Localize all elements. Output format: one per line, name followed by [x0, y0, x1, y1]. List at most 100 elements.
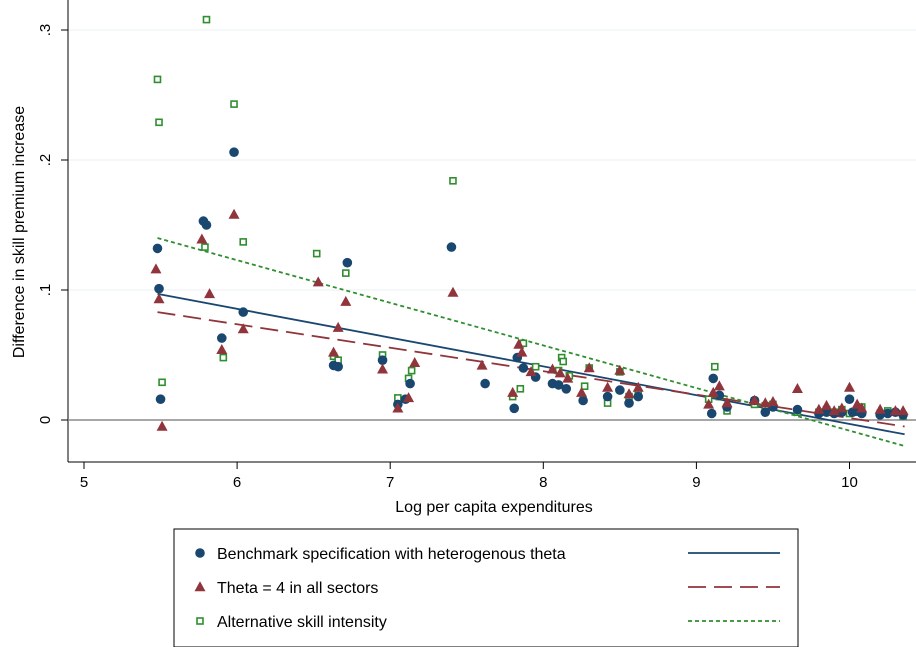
x-axis-label: Log per capita expenditures: [395, 499, 592, 516]
circle-point: [615, 385, 625, 395]
legend-triangle-marker: [194, 581, 206, 592]
square-point: [342, 269, 350, 277]
x-tick-label: 10: [841, 474, 858, 491]
square-point: [202, 15, 211, 24]
data-points: [150, 15, 909, 431]
y-tick-label: .2: [37, 154, 54, 167]
legend-label: Benchmark specification with heterogenou…: [217, 546, 566, 563]
square-point: [312, 249, 321, 258]
circle-point: [553, 380, 564, 390]
circle-point: [480, 378, 490, 389]
circle-point: [152, 243, 163, 254]
triangle-point: [516, 346, 528, 357]
circle-point: [405, 378, 415, 389]
triangle-point: [749, 394, 761, 405]
triangle-point: [713, 380, 725, 391]
triangle-point: [767, 396, 779, 406]
square-point: [559, 357, 568, 366]
x-tick-label: 5: [80, 474, 88, 491]
x-tick-label: 8: [539, 474, 547, 491]
circle-point: [633, 391, 644, 402]
square-point: [158, 378, 166, 387]
square-point: [239, 238, 248, 246]
triangle-point: [332, 321, 344, 332]
triangle-point: [897, 405, 909, 416]
legend: Benchmark specification with heterogenou…: [173, 528, 799, 647]
triangle-point: [554, 367, 566, 378]
triangle-point: [844, 381, 855, 392]
triangle-point: [602, 381, 614, 392]
circle-point: [624, 398, 634, 408]
x-tick-label: 7: [386, 474, 394, 491]
triangle-point: [150, 263, 162, 274]
circle-point: [578, 395, 588, 406]
circle-point: [377, 355, 388, 366]
circle-point: [333, 361, 343, 372]
square-point: [155, 118, 163, 127]
circle-point: [229, 147, 239, 157]
circle-point: [342, 257, 353, 268]
series-triangle: [150, 208, 909, 431]
square-point: [449, 177, 457, 185]
triangle-point: [476, 359, 488, 370]
triangle-point: [707, 386, 719, 397]
y-tick-label: 0: [37, 416, 54, 424]
triangle-point: [204, 288, 216, 299]
triangle-point: [759, 397, 771, 408]
fit-line: [157, 237, 905, 447]
legend-label: Alternative skill intensity: [217, 614, 387, 631]
triangle-point: [703, 398, 715, 409]
triangle-point: [237, 323, 249, 334]
circle-point: [509, 403, 520, 414]
square-point: [580, 382, 589, 391]
triangle-point: [447, 286, 459, 297]
square-point: [407, 366, 416, 375]
triangle-point: [632, 381, 644, 392]
square-point: [201, 243, 209, 251]
triangle-point: [403, 392, 415, 403]
circle-point: [446, 242, 457, 252]
circle-point: [155, 394, 166, 405]
triangle-point: [312, 276, 324, 287]
triangle-point: [409, 357, 421, 367]
triangle-point: [228, 208, 240, 219]
triangle-point: [507, 386, 519, 397]
circle-point: [714, 390, 725, 401]
triangle-point: [576, 386, 588, 397]
circle-point: [882, 408, 893, 419]
triangle-point: [874, 403, 886, 414]
circle-point: [760, 407, 771, 418]
square-point: [219, 353, 228, 362]
circle-point: [708, 373, 719, 384]
legend-square-marker: [196, 617, 204, 625]
triangle-point: [583, 362, 595, 373]
circle-point: [706, 408, 717, 419]
triangle-point: [821, 399, 833, 410]
legend-circle-marker: [195, 548, 205, 558]
triangle-point: [721, 397, 733, 408]
square-point: [516, 384, 525, 393]
triangle-point: [791, 383, 803, 393]
triangle-point: [340, 295, 352, 306]
triangle-point: [513, 338, 525, 349]
triangle-point: [562, 372, 574, 383]
y-axis-label: Difference in skill premium increase: [11, 106, 28, 358]
circle-point: [238, 307, 249, 317]
legend-label: Theta = 4 in all sectors: [217, 580, 378, 597]
circle-point: [561, 384, 572, 394]
triangle-point: [196, 233, 208, 244]
square-point: [230, 100, 238, 108]
circle-point: [154, 283, 164, 294]
x-ticks: 5 6 7 8 9 10: [80, 462, 858, 491]
circle-point: [201, 220, 212, 230]
circle-point: [844, 394, 855, 405]
triangle-point: [623, 388, 635, 399]
y-tick-label: .1: [37, 284, 54, 297]
x-tick-label: 6: [233, 474, 241, 491]
legend-box: [173, 528, 799, 647]
triangle-point: [813, 403, 825, 414]
circle-point: [518, 363, 529, 373]
triangle-point: [216, 344, 228, 354]
triangle-point: [525, 366, 537, 377]
